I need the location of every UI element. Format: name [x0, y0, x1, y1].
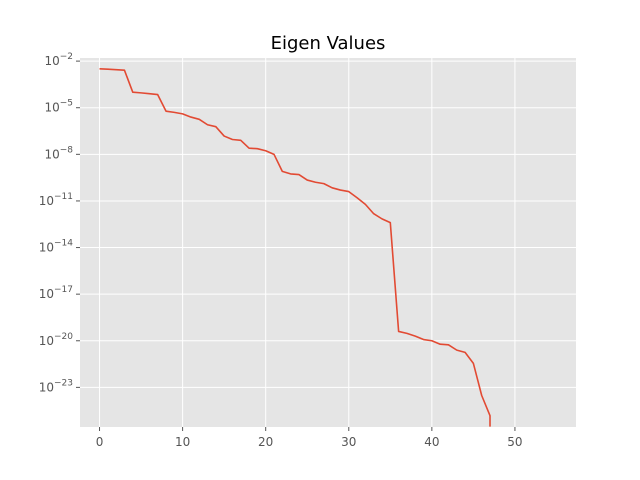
- x-tick-label: 20: [258, 435, 273, 449]
- series-group: [99, 68, 491, 427]
- x-tick-label: 50: [507, 435, 522, 449]
- y-tick-label: 10−8: [44, 145, 73, 161]
- y-tick-label: 10−5: [44, 99, 73, 115]
- x-tick-label: 40: [424, 435, 439, 449]
- grid: [80, 58, 576, 427]
- x-axis: 0 10 20 30 40 50: [96, 427, 523, 449]
- y-tick-exponent: −8: [60, 145, 74, 155]
- plot-area: [80, 58, 576, 427]
- y-tick-base: 10: [39, 241, 54, 255]
- y-tick-label: 10−20: [39, 332, 74, 348]
- y-tick-base: 10: [44, 147, 59, 161]
- y-tick-exponent: −14: [54, 239, 73, 249]
- y-tick-label: 10−2: [44, 52, 73, 68]
- y-tick-label: 10−11: [39, 192, 73, 208]
- chart-title: Eigen Values: [271, 33, 386, 54]
- y-tick-label: 10−23: [39, 378, 73, 394]
- y-tick-base: 10: [44, 54, 59, 68]
- x-tick-label: 10: [175, 435, 190, 449]
- y-tick-base: 10: [39, 194, 54, 208]
- y-tick-exponent: −2: [60, 52, 73, 62]
- y-tick-base: 10: [44, 101, 59, 115]
- series-line: [99, 68, 491, 427]
- y-tick-exponent: −11: [54, 192, 73, 202]
- y-tick-base: 10: [39, 287, 54, 301]
- y-tick-base: 10: [39, 334, 54, 348]
- y-tick-exponent: −23: [54, 378, 73, 388]
- x-tick-label: 0: [96, 435, 104, 449]
- y-tick-label: 10−14: [39, 239, 74, 255]
- y-tick-exponent: −17: [54, 285, 73, 295]
- x-tick-label: 30: [341, 435, 356, 449]
- y-tick-label: 10−17: [39, 285, 73, 301]
- y-tick-base: 10: [39, 380, 54, 394]
- y-tick-exponent: −20: [54, 332, 73, 342]
- y-tick-exponent: −5: [60, 99, 73, 109]
